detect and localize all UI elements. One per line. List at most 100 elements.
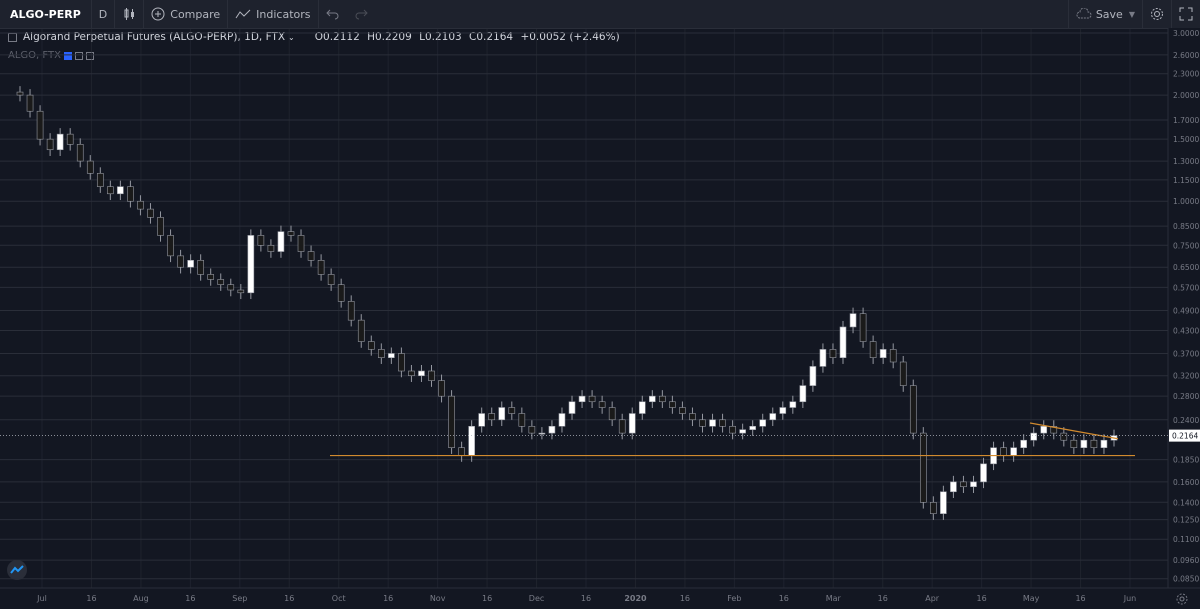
candle [26, 94, 34, 112]
candle [869, 341, 877, 358]
trendline[interactable] [1029, 422, 1119, 440]
secondary-legend: ALGO, FTX [8, 50, 94, 61]
candle [1020, 439, 1027, 448]
candle [86, 160, 94, 174]
y-tick-label: 1.5000 [1173, 135, 1199, 144]
candle [548, 425, 556, 434]
close-value: C0.2164 [469, 31, 514, 43]
plus-circle-icon [151, 7, 165, 21]
save-label: Save [1095, 7, 1123, 21]
candle [76, 144, 84, 162]
candle [568, 401, 576, 414]
candle [16, 91, 24, 96]
x-tick-label: 16 [581, 594, 591, 603]
candle [287, 231, 295, 236]
fullscreen-icon [1179, 7, 1193, 21]
candle [769, 413, 777, 421]
x-tick-label: Mar [826, 594, 842, 603]
axis-settings-icon[interactable] [1176, 590, 1188, 605]
candle [960, 481, 967, 488]
y-tick-label: 0.1250 [1173, 516, 1199, 525]
candle [257, 235, 265, 246]
candle [1090, 439, 1098, 448]
candle [849, 313, 857, 328]
tradingview-logo-icon[interactable] [7, 560, 27, 580]
candle [157, 217, 164, 236]
candle [388, 353, 395, 358]
candle [1080, 439, 1088, 448]
save-button[interactable]: Save ▼ [1067, 0, 1142, 28]
chevron-down-icon: ▼ [1128, 9, 1135, 19]
candle [498, 407, 506, 421]
undo-button[interactable] [319, 0, 347, 28]
indicators-button[interactable]: Indicators [228, 0, 319, 28]
y-tick-label: 1.1500 [1173, 176, 1199, 185]
eye-icon[interactable] [63, 51, 72, 60]
candle [46, 138, 54, 151]
y-tick-label: 0.1850 [1173, 456, 1199, 465]
candle [187, 260, 194, 268]
candle [709, 419, 716, 427]
y-tick-label: 2.3000 [1173, 70, 1199, 79]
candle [679, 407, 686, 414]
indicators-label: Indicators [256, 7, 311, 21]
candle [488, 413, 496, 421]
y-tick-label: 1.0000 [1173, 197, 1199, 206]
chevron-down-icon[interactable]: ⌄ [288, 32, 295, 42]
redo-button[interactable] [347, 0, 375, 28]
candle [528, 425, 536, 434]
y-tick-label: 0.1400 [1173, 498, 1199, 507]
x-tick-label: May [1023, 594, 1040, 603]
candle [879, 349, 887, 358]
candle [759, 419, 767, 427]
change-value: +0.0052 (+2.46%) [520, 31, 620, 43]
gear-icon [1151, 8, 1163, 20]
settings-mini-icon[interactable] [74, 51, 83, 60]
candle [899, 361, 907, 386]
candle [117, 186, 124, 195]
candle [468, 425, 475, 456]
y-tick-label: 0.7500 [1173, 241, 1199, 250]
compare-label: Compare [170, 7, 221, 21]
y-tick-label: 0.0960 [1173, 556, 1199, 565]
candle [1050, 425, 1058, 434]
settings-button[interactable] [1142, 0, 1171, 28]
x-tick-label: Apr [925, 594, 940, 603]
candle [137, 200, 144, 210]
fullscreen-button[interactable] [1171, 0, 1200, 28]
x-tick-label: Sep [232, 594, 247, 603]
candle [478, 413, 485, 427]
chart-type-button[interactable] [115, 0, 145, 28]
y-tick-label: 0.5700 [1173, 283, 1199, 292]
x-tick-label: 16 [878, 594, 888, 603]
candle [147, 208, 154, 218]
candle [1070, 439, 1078, 448]
x-tick-label: 16 [977, 594, 987, 603]
y-tick-label: 0.8500 [1173, 222, 1199, 231]
candle [889, 349, 897, 363]
candle [518, 413, 526, 427]
cloud-icon [1076, 8, 1092, 19]
candle [919, 432, 927, 503]
symbol-search[interactable]: ALGO-PERP [0, 0, 92, 28]
candle [789, 401, 797, 408]
candle [950, 481, 957, 493]
candle [247, 235, 255, 294]
y-tick-label: 0.3200 [1173, 372, 1199, 381]
candle [588, 395, 596, 403]
candle [608, 407, 616, 421]
candle [347, 301, 355, 321]
top-toolbar: ALGO-PERP D Compare Indicators Save ▼ [0, 0, 1200, 29]
x-tick-label: Dec [529, 594, 544, 603]
candle [799, 385, 807, 403]
candle [699, 419, 706, 427]
close-icon[interactable] [85, 51, 94, 60]
candle [36, 110, 44, 140]
interval-button[interactable]: D [92, 0, 116, 28]
candle [940, 491, 947, 514]
candle [408, 370, 415, 377]
compare-button[interactable]: Compare [144, 0, 229, 28]
candle [1010, 447, 1017, 456]
candle [227, 284, 235, 291]
